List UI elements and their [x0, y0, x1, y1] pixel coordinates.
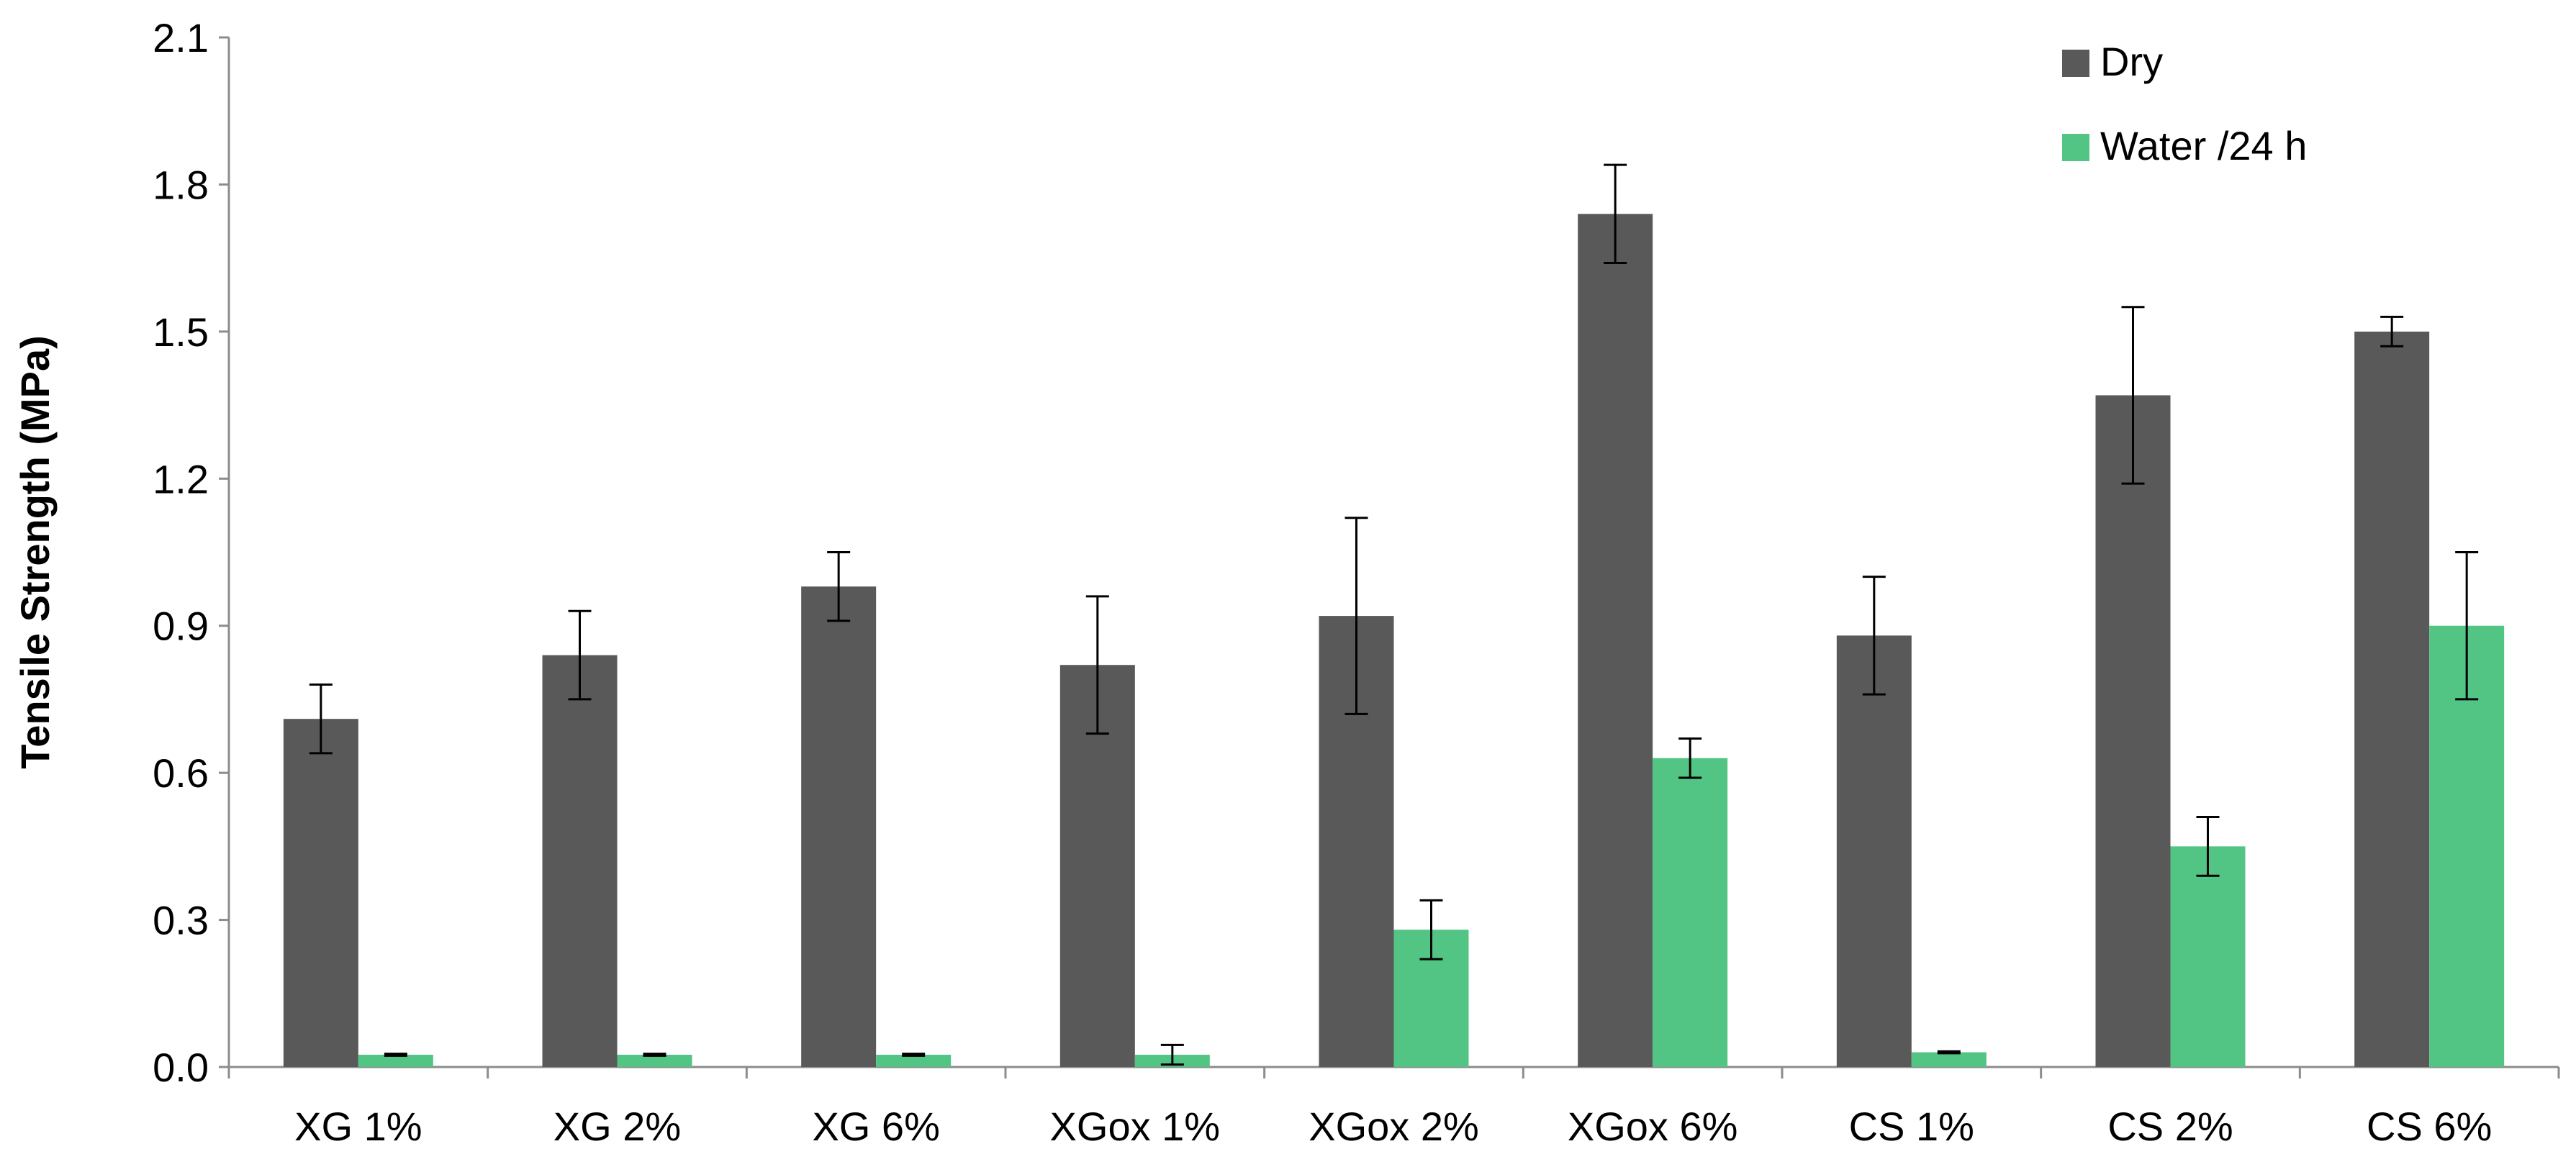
- error-bar: [902, 1053, 926, 1057]
- bar-water: [1911, 1052, 1987, 1067]
- bar-water: [358, 1054, 433, 1067]
- error-bar: [309, 683, 333, 755]
- x-category-label: CS 1%: [1849, 1104, 1974, 1149]
- legend-swatch-water: [2062, 134, 2089, 161]
- y-tick-label: 1.2: [153, 456, 209, 501]
- error-bar: [1937, 1050, 1961, 1055]
- bar-water: [617, 1054, 692, 1067]
- bars: [283, 214, 2505, 1067]
- y-tick-label: 2.1: [153, 15, 209, 60]
- bar-dry: [542, 655, 618, 1067]
- y-axis-label: Tensile Strength (MPa): [12, 335, 58, 769]
- bar-dry: [2095, 395, 2171, 1067]
- error-bar: [827, 551, 851, 622]
- error-bar: [1678, 737, 1702, 779]
- y-tick-label: 0.0: [153, 1045, 209, 1090]
- legend: Dry Water /24 h: [2062, 39, 2307, 168]
- x-axis: XG 1% XG 2% XG 6% XGox 1% XGox 2% XGox 6% CS 1…: [227, 1066, 2560, 1149]
- error-bar: [2380, 315, 2404, 348]
- error-bar: [384, 1053, 407, 1057]
- error-bar: [2121, 306, 2145, 485]
- error-bar: [1419, 899, 1443, 961]
- error-bar: [1345, 517, 1368, 715]
- error-bar: [1862, 576, 1886, 696]
- legend-swatch-dry: [2062, 50, 2089, 77]
- error-bar: [568, 609, 592, 701]
- x-category-label: CS 2%: [2107, 1104, 2233, 1149]
- bar-water: [876, 1054, 952, 1067]
- y-tick-label: 1.5: [153, 309, 209, 355]
- y-tick-label: 0.9: [153, 604, 209, 649]
- x-category-label: CS 6%: [2367, 1104, 2492, 1149]
- bar-dry: [1836, 635, 1912, 1067]
- y-tick-label: 1.8: [153, 162, 209, 207]
- error-bar: [1160, 1043, 1184, 1066]
- bar-water: [1653, 758, 1728, 1067]
- error-bar: [1085, 595, 1109, 735]
- bar-water: [2170, 846, 2246, 1067]
- x-category-label: XG 2%: [553, 1104, 681, 1149]
- bar-dry: [801, 586, 877, 1067]
- x-category-label: XGox 1%: [1050, 1104, 1221, 1149]
- bar-dry: [2354, 331, 2430, 1067]
- y-tick-label: 0.3: [153, 898, 209, 943]
- x-category-label: XG 6%: [812, 1104, 939, 1149]
- x-category-label: XG 1%: [294, 1104, 422, 1149]
- legend-label: Dry: [2100, 39, 2163, 84]
- x-category-label: XGox 2%: [1309, 1104, 1479, 1149]
- x-category-label: XGox 6%: [1568, 1104, 1738, 1149]
- error-bar: [2196, 815, 2220, 877]
- bar-dry: [283, 719, 358, 1067]
- error-bar: [2455, 551, 2479, 701]
- error-bar: [1604, 163, 1627, 264]
- error-bar: [643, 1053, 666, 1057]
- bar-dry: [1578, 214, 1653, 1067]
- legend-label: Water /24 h: [2100, 123, 2307, 168]
- y-axis: 0.0 0.3 0.6 0.9 1.2 1.5 1.8 2.1: [153, 15, 230, 1090]
- y-tick-label: 0.6: [153, 750, 209, 796]
- error-bars: [309, 163, 2479, 1066]
